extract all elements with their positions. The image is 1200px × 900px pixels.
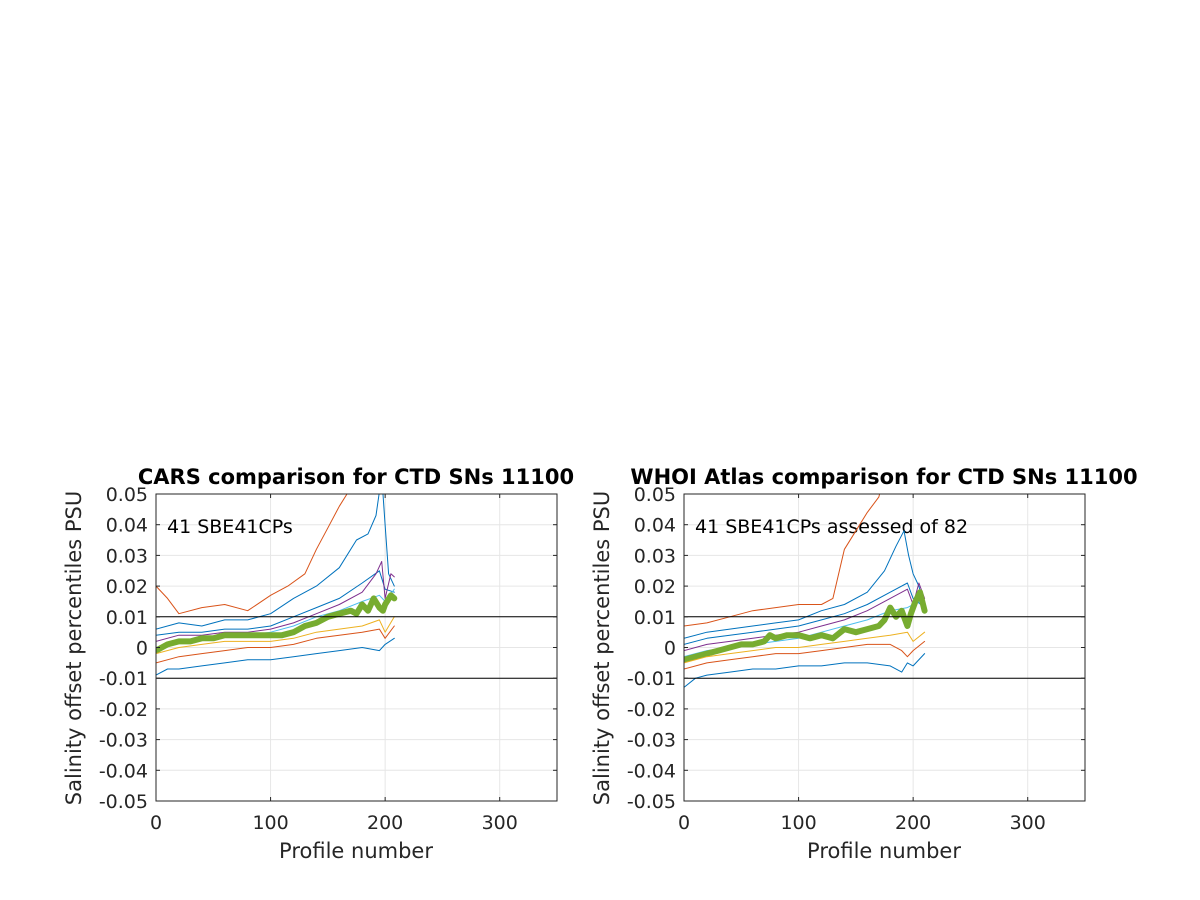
chart-title: CARS comparison for CTD SNs 11100 — [138, 465, 574, 489]
y-tick-label: -0.05 — [99, 791, 148, 813]
percentile-line — [156, 494, 395, 630]
y-tick-label: 0 — [664, 638, 676, 660]
sensor-count-annotation: 41 SBE41CPs assessed of 82 — [695, 516, 968, 538]
y-tick-label: 0.03 — [106, 545, 148, 567]
percentile-line — [156, 494, 348, 615]
percentile-line — [156, 561, 395, 642]
series-group — [684, 494, 928, 688]
x-axis-label: Profile number — [279, 839, 433, 863]
cars-comparison-panel: CARS comparison for CTD SNs 11100 Profil… — [62, 465, 574, 863]
y-tick-label: 0.02 — [106, 576, 148, 598]
x-tick-label: 300 — [1010, 812, 1046, 834]
percentile-line — [684, 640, 926, 670]
percentile-line — [156, 625, 395, 664]
y-tick-label: -0.04 — [99, 760, 148, 782]
x-tick-label: 200 — [895, 812, 931, 834]
y-tick-label: -0.03 — [99, 730, 148, 752]
y-tick-label: -0.02 — [627, 699, 676, 721]
y-tick-label: 0.01 — [106, 607, 148, 629]
x-tick-label: 0 — [678, 812, 690, 834]
y-axis-label: Salinity offset percentiles PSU — [62, 491, 86, 805]
percentile-line — [684, 631, 926, 664]
y-tick-label: -0.01 — [99, 668, 148, 690]
y-tick-label: 0.03 — [634, 545, 676, 567]
x-tick-label: 200 — [367, 812, 403, 834]
y-tick-label: 0.05 — [106, 484, 148, 506]
y-tick-label: 0.02 — [634, 576, 676, 598]
y-tick-label: -0.02 — [99, 699, 148, 721]
median-percentile-line — [156, 592, 398, 654]
sensor-count-annotation: 41 SBE41CPs — [167, 516, 293, 538]
y-tick-label: -0.05 — [627, 791, 676, 813]
y-tick-label: -0.04 — [627, 760, 676, 782]
x-axis-label: Profile number — [807, 839, 961, 863]
y-tick-label: -0.01 — [627, 668, 676, 690]
percentile-line — [156, 616, 395, 655]
whoi-atlas-comparison-panel: WHOI Atlas comparison for CTD SNs 11100 … — [590, 465, 1138, 863]
series-group — [156, 494, 398, 676]
y-tick-label: 0.01 — [634, 607, 676, 629]
y-tick-label: 0 — [136, 638, 148, 660]
percentile-line — [684, 530, 926, 639]
chart-title: WHOI Atlas comparison for CTD SNs 11100 — [630, 465, 1137, 489]
percentile-line — [156, 637, 395, 676]
x-tick-label: 300 — [482, 812, 518, 834]
x-tick-label: 0 — [150, 812, 162, 834]
x-tick-label: 100 — [252, 812, 288, 834]
y-tick-label: 0.04 — [634, 515, 676, 537]
y-tick-label: 0.05 — [634, 484, 676, 506]
y-tick-label: -0.03 — [627, 730, 676, 752]
y-axis-label: Salinity offset percentiles PSU — [590, 491, 614, 805]
y-tick-label: 0.04 — [106, 515, 148, 537]
percentile-line — [684, 582, 926, 645]
median-percentile-line — [684, 589, 928, 663]
x-tick-label: 100 — [780, 812, 816, 834]
percentile-line — [684, 653, 926, 688]
